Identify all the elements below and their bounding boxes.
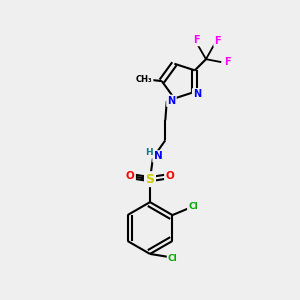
Text: Cl: Cl [168, 254, 178, 263]
Text: N: N [167, 96, 175, 106]
Text: CH₃: CH₃ [136, 75, 152, 84]
Text: O: O [126, 171, 135, 181]
Text: N: N [193, 89, 201, 99]
Text: F: F [224, 56, 230, 67]
Text: F: F [214, 36, 221, 46]
Text: H: H [146, 148, 153, 157]
Text: S: S [146, 172, 154, 186]
Text: F: F [193, 35, 200, 45]
Text: O: O [165, 171, 174, 181]
Text: Cl: Cl [188, 202, 198, 211]
Text: N: N [154, 152, 162, 161]
